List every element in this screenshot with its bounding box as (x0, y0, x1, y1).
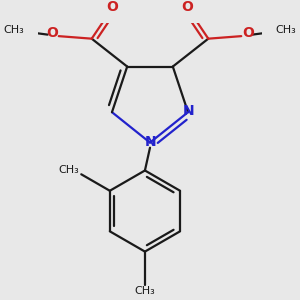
Text: N: N (145, 135, 157, 148)
Text: O: O (242, 26, 254, 40)
Text: O: O (46, 26, 58, 40)
Text: CH₃: CH₃ (58, 165, 79, 175)
Text: N: N (183, 104, 195, 118)
Text: CH₃: CH₃ (4, 25, 24, 34)
Text: CH₃: CH₃ (276, 25, 296, 34)
Text: O: O (106, 0, 119, 14)
Text: O: O (182, 0, 194, 14)
Text: CH₃: CH₃ (135, 286, 155, 296)
